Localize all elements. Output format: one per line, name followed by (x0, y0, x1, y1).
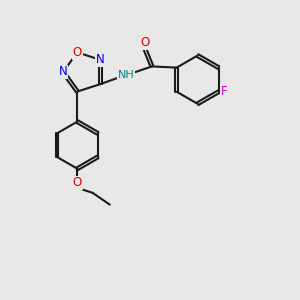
Text: N: N (96, 53, 105, 66)
Text: NH: NH (118, 70, 134, 80)
Text: O: O (73, 176, 82, 189)
Text: N: N (59, 65, 68, 79)
Text: F: F (220, 85, 227, 98)
Text: O: O (73, 46, 82, 59)
Text: O: O (140, 36, 149, 50)
